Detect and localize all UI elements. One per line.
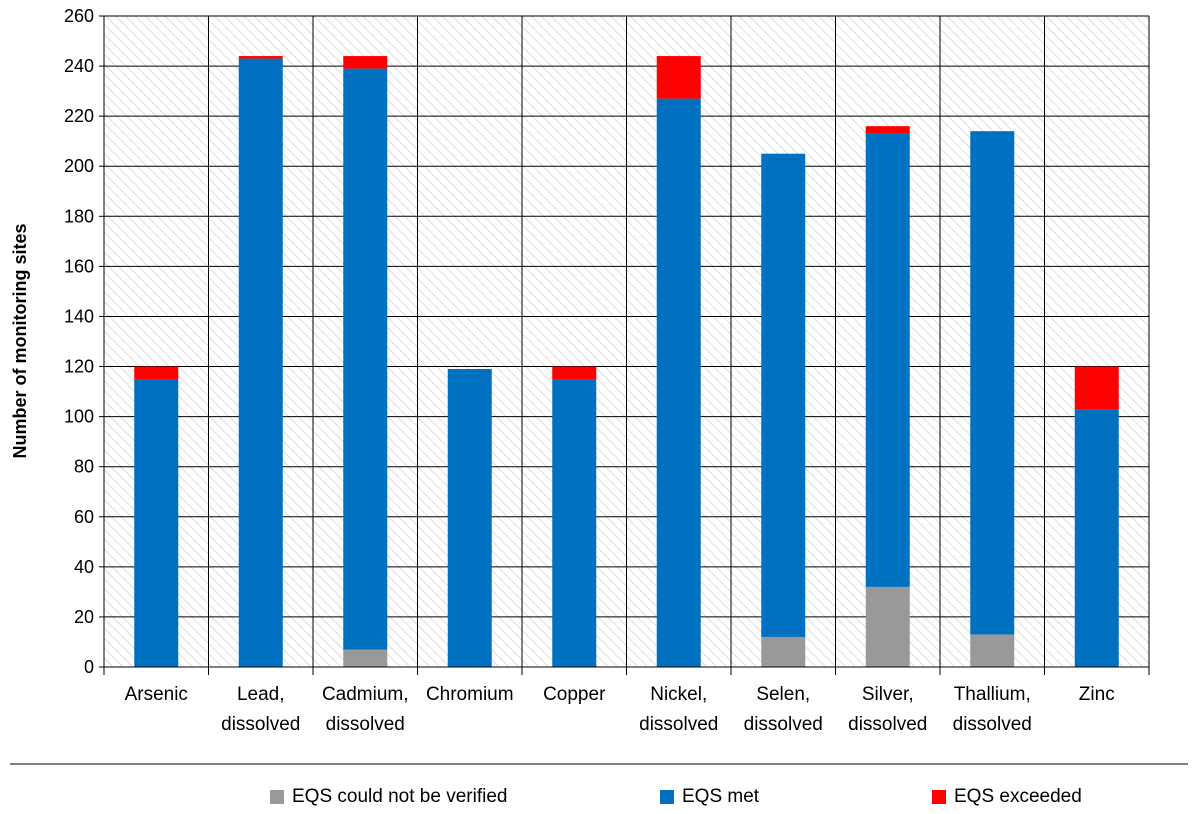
bar-segment: [865, 133, 910, 587]
legend-item-not-verified: EQS could not be verified: [270, 786, 507, 808]
legend: EQS could not be verified EQS met EQS ex…: [0, 786, 1198, 814]
bar-segment: [343, 68, 388, 650]
x-tick-label-line: Arsenic: [125, 684, 188, 705]
y-tick-label: 200: [64, 156, 94, 176]
x-tick-label: Zinc: [1079, 684, 1115, 705]
y-tick-label: 140: [64, 306, 94, 326]
x-tick-label-line: Silver,: [862, 684, 914, 705]
legend-label-exceeded: EQS exceeded: [954, 786, 1082, 807]
bar-segment: [134, 379, 179, 667]
legend-item-met: EQS met: [660, 786, 759, 808]
x-tick-label-line: Chromium: [426, 684, 514, 705]
x-tick-label: Copper: [543, 684, 606, 705]
x-tick-label-line: dissolved: [953, 714, 1032, 735]
bar-segment: [970, 634, 1015, 667]
x-tick-label-line: Nickel,: [650, 684, 707, 705]
axes: [99, 15, 1150, 675]
bar-segment: [238, 58, 283, 668]
bar-segment: [238, 56, 283, 59]
y-tick-label: 40: [74, 557, 94, 577]
x-tick-label-line: Lead,: [237, 684, 285, 705]
x-tick-label: Chromium: [426, 684, 514, 705]
x-tick-label: Lead, dissolved: [221, 684, 300, 735]
x-tick-label: Silver, dissolved: [848, 684, 927, 735]
bar-segment: [970, 131, 1015, 635]
bar-segment: [656, 56, 701, 99]
legend-label-not-verified: EQS could not be verified: [292, 786, 508, 807]
bar-segment: [761, 153, 806, 637]
x-tick-labels: Arsenic Lead, dissolved Cadmium, dissolved Ch…: [125, 684, 1115, 735]
x-tick-label: Thallium, dissolved: [953, 684, 1032, 735]
bar-segment: [134, 366, 179, 380]
legend-item-exceeded: EQS exceeded: [932, 786, 1082, 808]
x-tick-label-line: dissolved: [744, 714, 823, 735]
bar-segment: [1074, 409, 1119, 667]
bar-segment: [865, 126, 910, 134]
y-tick-label: 100: [64, 407, 94, 427]
x-tick-label-line: Selen,: [756, 684, 810, 705]
y-tick-labels: 0 20 40 60 80 100 120 140 160 180 200 220 240 260: [64, 6, 94, 677]
bar-segment: [656, 98, 701, 667]
y-tick-label: 0: [84, 657, 94, 677]
y-tick-label: 80: [74, 457, 94, 477]
x-tick-label-line: dissolved: [639, 714, 718, 735]
y-tick-label: 260: [64, 6, 94, 26]
bar-segment: [343, 649, 388, 667]
y-tick-label: 220: [64, 106, 94, 126]
bar-segment: [761, 636, 806, 667]
legend-label-met: EQS met: [682, 786, 760, 807]
bar-segment: [552, 366, 597, 380]
x-tick-label: Selen, dissolved: [744, 684, 823, 735]
bar-segment: [447, 369, 492, 667]
y-tick-label: 60: [74, 507, 94, 527]
x-tick-label: Cadmium, dissolved: [322, 684, 409, 735]
y-tick-label: 180: [64, 206, 94, 226]
bar-segment: [1074, 366, 1119, 410]
x-tick-label: Arsenic: [125, 684, 188, 705]
x-tick-label-line: dissolved: [848, 714, 927, 735]
x-tick-label-line: Cadmium,: [322, 684, 409, 705]
legend-swatch-not-verified: [270, 790, 284, 804]
x-tick-label-line: Zinc: [1079, 684, 1115, 705]
bar-segment: [865, 586, 910, 667]
x-tick-label-line: dissolved: [326, 714, 405, 735]
y-tick-label: 160: [64, 256, 94, 276]
legend-swatch-exceeded: [932, 790, 946, 804]
bar-segment: [552, 379, 597, 667]
x-tick-label: Nickel, dissolved: [639, 684, 718, 735]
legend-swatch-met: [660, 790, 674, 804]
y-tick-label: 120: [64, 357, 94, 377]
x-tick-label-line: dissolved: [221, 714, 300, 735]
x-tick-label-line: Copper: [543, 684, 606, 705]
bar-segment: [343, 56, 388, 69]
y-axis-label: Number of monitoring sites: [10, 223, 30, 458]
y-tick-label: 240: [64, 56, 94, 76]
y-tick-label: 20: [74, 607, 94, 627]
bars: [134, 56, 1119, 668]
x-tick-label-line: Thallium,: [954, 684, 1031, 705]
